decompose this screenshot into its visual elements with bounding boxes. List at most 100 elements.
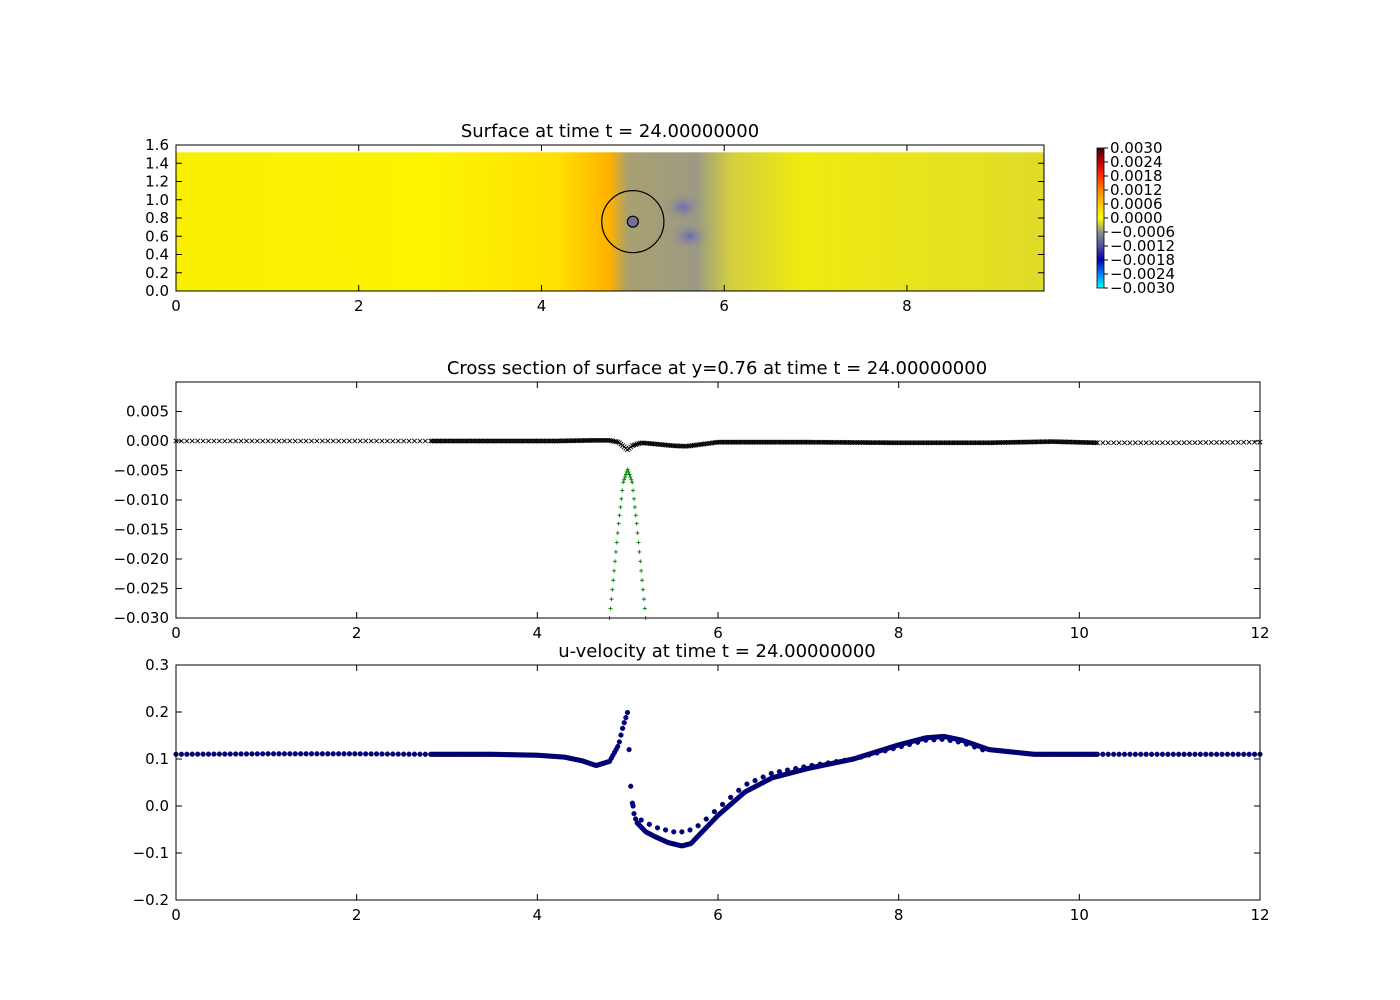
colorbar-tick-label: −0.0024 (1110, 265, 1175, 283)
u-velocity-point (833, 759, 839, 765)
colorbar-tick-label: 0.0012 (1110, 181, 1163, 199)
u-velocity-point (1186, 751, 1193, 757)
u-velocity-point (422, 751, 428, 757)
y-tick-label: 0.2 (145, 264, 169, 282)
u-velocity-point (615, 743, 621, 750)
surface-x-point (422, 438, 428, 444)
u-velocity-point (801, 764, 807, 770)
y-tick-label: −0.015 (113, 521, 169, 539)
cross-section-frame (175, 381, 1261, 619)
colorbar-tick-label: 0.0000 (1110, 209, 1163, 227)
bathymetry-plus-point (620, 488, 625, 493)
u-velocity-panel: u-velocity at time t = 24.00000000 0 2 4 6 8… (133, 641, 1270, 924)
surface-x-point (308, 438, 315, 444)
u-velocity-point (654, 825, 661, 831)
surface-x-point (1176, 440, 1182, 446)
colorbar-tick-label: 0.0030 (1110, 139, 1163, 157)
x-tick-label: 12 (1250, 624, 1269, 642)
colorbar-bar (1096, 147, 1105, 289)
surface-x-point (314, 438, 320, 444)
u-velocity-point (793, 765, 799, 772)
u-velocity-point (817, 761, 823, 767)
x-tick-label: 2 (352, 624, 362, 642)
u-velocity-point (1094, 751, 1101, 757)
bathymetry-plus-point (622, 475, 627, 480)
u-velocity-point (395, 751, 401, 757)
heatmap-annotations (601, 190, 665, 254)
surface-x-point (287, 438, 293, 444)
cross-section-title: Cross section of surface at y=0.76 at ti… (447, 358, 987, 379)
inner-circle (626, 215, 639, 228)
u-velocity-point (638, 817, 644, 823)
bathymetry-plus-point (627, 472, 632, 477)
bathymetry-plus-point (621, 480, 626, 485)
u-velocity-point (760, 774, 766, 780)
surface-x-point (401, 438, 407, 444)
bathymetry-plus-point (639, 568, 644, 573)
u-velocity-point (1105, 751, 1111, 757)
u-velocity-x-axis: 0 2 4 6 8 10 12 (171, 665, 1270, 924)
u-velocity-point (1138, 751, 1144, 757)
u-velocity-point (744, 781, 750, 787)
surface-x-point (346, 438, 352, 444)
colorbar-tick-label: −0.0006 (1110, 223, 1175, 241)
u-velocity-point (624, 709, 631, 716)
surface-x-point (1138, 440, 1144, 446)
surface-x-point (298, 438, 304, 444)
y-tick-label: 1.6 (145, 136, 169, 154)
y-tick-label: 0.0 (145, 797, 169, 815)
u-velocity-point (254, 751, 260, 757)
u-velocity-point (841, 757, 848, 764)
bathymetry-plus-point (626, 469, 631, 474)
surface-x-point (303, 438, 309, 444)
u-velocity-point (189, 751, 195, 757)
surface-x-point (406, 438, 412, 444)
surface-x-point (243, 438, 249, 444)
u-velocity-point (719, 801, 726, 808)
heatmap-trough (662, 192, 704, 222)
x-tick-label: 6 (713, 906, 723, 924)
u-velocity-point (205, 751, 212, 757)
u-velocity-point (1181, 751, 1187, 757)
bathymetry-plus-point (637, 549, 642, 554)
u-velocity-point (243, 751, 250, 757)
bathymetry-plus-point (608, 606, 613, 611)
u-velocity-point (1192, 751, 1198, 757)
x-tick-label: 0 (171, 624, 181, 642)
u-velocity-point (620, 725, 626, 731)
y-tick-label: −0.2 (133, 891, 169, 909)
u-velocity-point (630, 803, 636, 809)
cross-section-x-axis: 0 2 4 6 8 10 12 (171, 382, 1270, 642)
bathymetry-plus-point (642, 606, 647, 611)
y-tick-label: −0.1 (133, 844, 169, 862)
surface-x-point (341, 438, 347, 444)
surface-x-point (1197, 440, 1203, 446)
x-tick-label: 4 (537, 297, 547, 315)
x-tick-label: 12 (1250, 906, 1269, 924)
u-velocity-frame (175, 664, 1261, 901)
u-velocity-point (287, 751, 293, 757)
surface-x-point (330, 438, 336, 444)
u-velocity-point (233, 751, 239, 757)
x-tick-label: 4 (533, 906, 543, 924)
surface-x-point (1203, 440, 1209, 446)
surface-x-point (1159, 440, 1165, 446)
u-velocity-point (1176, 751, 1182, 757)
u-velocity-point (336, 751, 342, 757)
y-tick-label: −0.005 (113, 462, 169, 480)
u-velocity-point (1246, 751, 1252, 757)
u-velocity-point (728, 794, 734, 800)
u-velocity-point (1214, 751, 1220, 757)
surface-x-point (368, 438, 374, 444)
heatmap-field (176, 152, 1044, 291)
surface-x-point (189, 438, 195, 444)
bathymetry-plus-point (610, 587, 615, 592)
bathymetry-plus-point (638, 559, 643, 564)
y-tick-label: 0.8 (145, 209, 169, 227)
surface-x-point (1100, 440, 1106, 446)
u-velocity-point (298, 751, 304, 757)
bathymetry-plus-point (628, 475, 633, 480)
bathymetry-plus-point (641, 587, 646, 592)
bathymetry-plus-point (631, 488, 636, 493)
